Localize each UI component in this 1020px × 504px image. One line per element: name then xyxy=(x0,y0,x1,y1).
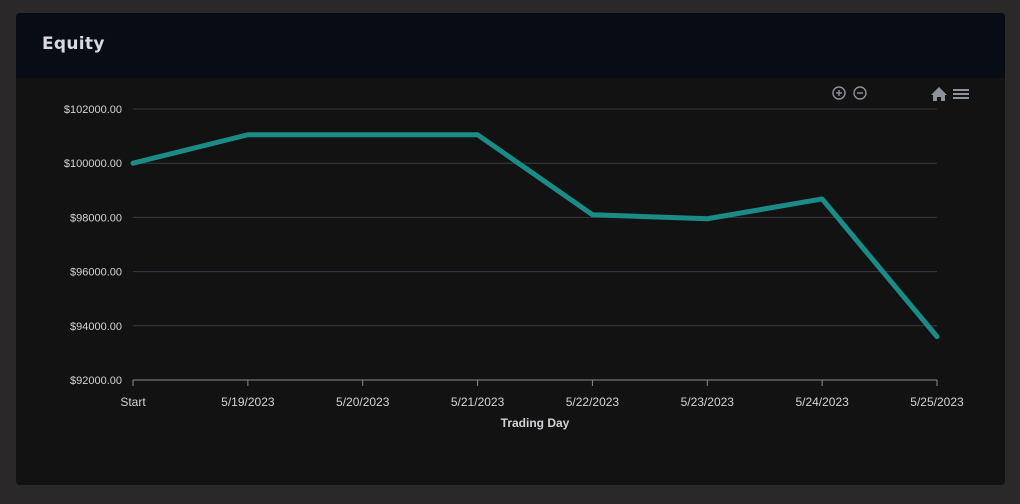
panel-title: Equity xyxy=(42,34,105,54)
x-tick-label: 5/22/2023 xyxy=(566,395,620,409)
chart-menu-button[interactable] xyxy=(953,89,969,99)
equity-panel: Equity xyxy=(16,13,1005,485)
y-tick-label: $92000.00 xyxy=(70,375,122,387)
reset-zoom-button[interactable] xyxy=(931,87,947,101)
x-tick-label: 5/24/2023 xyxy=(795,395,849,409)
chart-tick-labels: $92000.00 $94000.00 $96000.00 $98000.00 $100… xyxy=(64,104,964,409)
y-tick-label: $100000.00 xyxy=(64,158,122,170)
x-tick-label: 5/21/2023 xyxy=(451,395,505,409)
y-tick-label: $94000.00 xyxy=(70,321,122,333)
x-axis-title: Trading Day xyxy=(501,416,570,430)
equity-series-line xyxy=(130,132,940,340)
x-tick-label: 5/20/2023 xyxy=(336,395,390,409)
x-tick-label: 5/25/2023 xyxy=(910,395,964,409)
zoom-in-icon xyxy=(832,86,846,100)
home-icon xyxy=(931,87,947,101)
y-tick-label: $96000.00 xyxy=(70,267,122,279)
y-tick-label: $102000.00 xyxy=(64,104,122,116)
menu-icon xyxy=(953,89,969,99)
zoom-in-button[interactable] xyxy=(832,86,846,100)
y-tick-label: $98000.00 xyxy=(70,212,122,224)
panel-header: Equity xyxy=(16,13,1005,78)
zoom-out-icon xyxy=(853,86,867,100)
chart-gridlines xyxy=(133,108,937,327)
x-tick-label: Start xyxy=(120,395,146,409)
chart-series xyxy=(130,132,940,340)
zoom-out-button[interactable] xyxy=(853,86,867,100)
chart-axes xyxy=(132,379,938,386)
x-tick-label: 5/19/2023 xyxy=(221,395,275,409)
x-tick-label: 5/23/2023 xyxy=(681,395,735,409)
